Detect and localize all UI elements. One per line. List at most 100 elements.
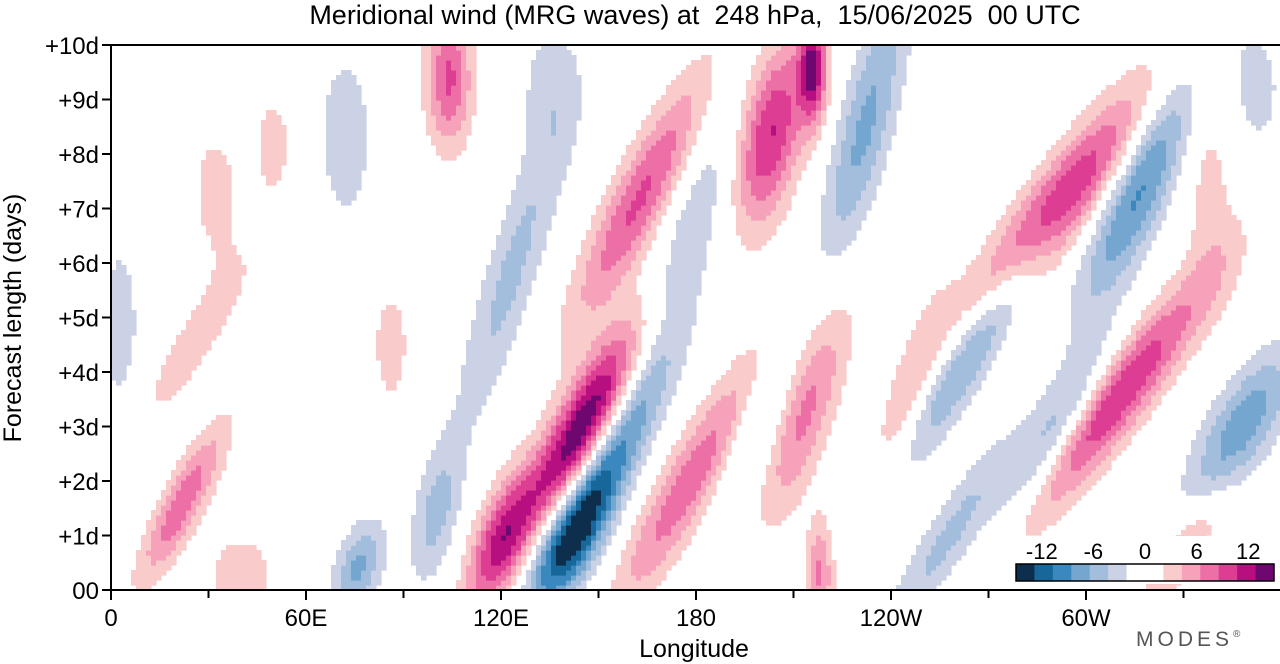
field-cell — [716, 470, 722, 476]
field-cell — [716, 465, 727, 471]
field-cell — [586, 355, 597, 361]
field-cell — [181, 480, 202, 486]
field-cell — [1096, 130, 1117, 136]
field-cell — [651, 365, 667, 371]
field-cell — [261, 170, 282, 176]
field-cell — [1076, 145, 1112, 151]
field-cell — [781, 190, 797, 196]
field-cell — [571, 450, 577, 456]
field-cell — [541, 410, 557, 416]
field-cell — [586, 270, 627, 276]
field-cell — [636, 155, 647, 161]
field-cell — [1126, 420, 1137, 426]
field-cell — [581, 405, 597, 411]
field-cell — [806, 570, 812, 576]
field-cell — [1131, 110, 1142, 116]
field-cell — [981, 245, 997, 251]
field-cell — [736, 225, 777, 231]
field-cell — [796, 75, 802, 81]
field-cell — [801, 375, 832, 381]
field-cell — [936, 565, 952, 571]
field-cell — [746, 115, 757, 121]
field-cell — [606, 390, 612, 396]
field-cell — [111, 270, 127, 276]
field-cell — [566, 285, 582, 291]
field-cell — [631, 180, 642, 186]
field-cell — [821, 65, 827, 71]
field-cell — [1181, 285, 1222, 291]
field-cell — [621, 475, 627, 481]
field-cell — [1071, 460, 1087, 466]
field-cell — [211, 235, 232, 241]
field-cell — [546, 540, 552, 546]
field-cell — [676, 235, 712, 241]
field-cell — [556, 495, 562, 501]
field-cell — [996, 440, 1057, 446]
field-cell — [756, 100, 767, 106]
field-cell — [756, 60, 767, 66]
field-cell — [611, 525, 617, 531]
field-cell — [801, 90, 817, 96]
field-cell — [566, 410, 572, 416]
field-cell — [761, 485, 807, 491]
field-cell — [1106, 205, 1112, 211]
field-cell — [431, 75, 437, 81]
field-cell — [626, 170, 637, 176]
field-cell — [641, 385, 667, 391]
field-cell — [536, 500, 547, 506]
field-cell — [441, 100, 462, 106]
field-cell — [366, 585, 377, 590]
field-cell — [641, 225, 652, 231]
field-cell — [541, 490, 552, 496]
field-cell — [566, 505, 572, 511]
field-cell — [1176, 85, 1192, 91]
field-cell — [151, 560, 157, 566]
field-cell — [1161, 380, 1177, 386]
field-cell — [261, 125, 287, 131]
field-cell — [616, 490, 622, 496]
field-cell — [351, 570, 362, 576]
field-cell — [196, 465, 202, 471]
field-cell — [476, 545, 487, 551]
field-cell — [1096, 190, 1102, 196]
field-cell — [1166, 280, 1182, 286]
field-cell — [511, 480, 522, 486]
field-cell — [1096, 380, 1107, 386]
field-cell — [616, 435, 642, 441]
field-cell — [616, 565, 632, 571]
field-cell — [1226, 405, 1237, 411]
field-cell — [331, 85, 362, 91]
field-cell — [371, 535, 387, 541]
field-cell — [831, 345, 852, 351]
field-cell — [681, 470, 707, 476]
field-cell — [611, 220, 627, 226]
field-cell — [536, 560, 542, 566]
field-cell — [1161, 385, 1172, 391]
field-cell — [171, 505, 192, 511]
field-cell — [1096, 415, 1122, 421]
field-cell — [186, 465, 197, 471]
field-cell — [491, 330, 497, 336]
field-cell — [541, 470, 562, 476]
field-cell — [576, 380, 587, 386]
field-cell — [1226, 380, 1242, 386]
field-cell — [1216, 290, 1232, 296]
field-cell — [536, 545, 542, 551]
field-cell — [601, 255, 622, 261]
field-cell — [1161, 290, 1177, 296]
field-cell — [1136, 420, 1147, 426]
field-cell — [1101, 175, 1107, 181]
field-cell — [516, 565, 522, 571]
field-cell — [1221, 455, 1227, 461]
field-cell — [1021, 420, 1047, 426]
field-cell — [661, 115, 692, 121]
field-cell — [431, 95, 437, 101]
field-cell — [801, 125, 817, 131]
field-cell — [1071, 330, 1107, 336]
field-cell — [461, 55, 467, 61]
field-cell — [451, 485, 462, 491]
field-cell — [556, 420, 562, 426]
field-cell — [1126, 185, 1142, 191]
field-cell — [981, 250, 997, 256]
field-cell — [821, 245, 847, 251]
